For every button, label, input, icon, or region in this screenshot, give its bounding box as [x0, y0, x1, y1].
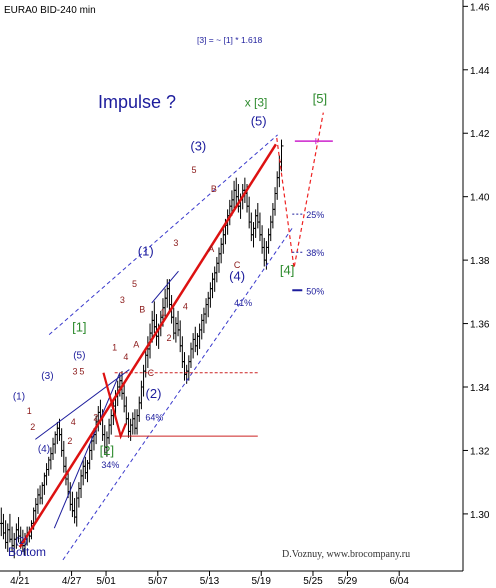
- wave-label: A: [133, 339, 139, 349]
- wave-label: 1: [27, 406, 32, 416]
- wave-label: (2): [15, 536, 27, 547]
- wave-label: 1: [112, 343, 117, 353]
- wave-label: A: [208, 244, 214, 254]
- fib-formula: [3] = ~ [1] * 1.618: [197, 35, 262, 45]
- y-tick-label: 1.36: [470, 320, 490, 331]
- candles: [0, 139, 284, 559]
- y-tick-label: 1.30: [470, 510, 490, 521]
- wave-label: 4: [183, 301, 188, 311]
- wave-channel-line: [53, 372, 121, 529]
- degree-label: [2]: [100, 443, 114, 458]
- fib-level-label: 38%: [306, 248, 324, 258]
- wave-label: B: [211, 184, 217, 194]
- fib-level-label: 50%: [306, 286, 324, 296]
- x-tick-label: 6/04: [389, 576, 409, 587]
- degree-label: [5]: [313, 91, 327, 106]
- wave-label: (3): [41, 371, 53, 382]
- degree-label: (5): [251, 113, 267, 128]
- x-tick-label: 5/29: [338, 576, 358, 587]
- y-tick-label: 1.44: [470, 66, 490, 77]
- wave-label: 2: [67, 436, 72, 446]
- wave-label: (5): [73, 350, 85, 361]
- degree-label: (3): [190, 139, 206, 154]
- degree-label: [1]: [72, 319, 86, 334]
- x-tick-label: 4/27: [62, 576, 82, 587]
- y-tick-label: 1.40: [470, 193, 490, 204]
- wave-label: C: [234, 260, 241, 270]
- wave-label: C: [148, 368, 155, 378]
- mid-channel-line: [151, 270, 179, 304]
- retracement-pct-label: 64%: [145, 412, 163, 422]
- wave-label: 4: [71, 417, 76, 427]
- trend-channel-line: [62, 226, 294, 561]
- y-tick-label: 1.32: [470, 446, 490, 457]
- retracement-pct-label: 34%: [101, 460, 119, 470]
- degree-label: x [3]: [245, 95, 268, 109]
- x-tick-label: 5/19: [252, 576, 272, 587]
- projection-path: [276, 112, 324, 269]
- degree-label: (4): [229, 269, 245, 284]
- wave-label: (4): [38, 444, 50, 455]
- x-tick-label: 5/25: [303, 576, 323, 587]
- chart-title: EURA0 BID-240 min: [4, 5, 96, 16]
- y-tick-label: 1.42: [470, 129, 490, 140]
- wave-label: 5: [79, 366, 84, 376]
- wave2-zigzag: [102, 372, 127, 440]
- wave-label: 3: [120, 295, 125, 305]
- wave-label: 5: [191, 165, 196, 175]
- wave-label: B: [139, 304, 145, 314]
- degree-label: (1): [138, 243, 154, 258]
- wave-channel-line: [35, 369, 130, 440]
- degree-label: [4]: [280, 262, 294, 277]
- wave-label: (1): [13, 392, 25, 403]
- y-tick-label: 1.38: [470, 256, 490, 267]
- y-tick-label: 1.46: [470, 2, 490, 13]
- wave-label: 2: [166, 333, 171, 343]
- wave-label: 4: [123, 352, 128, 362]
- x-tick-label: 4/21: [10, 576, 30, 587]
- wave-label: 2: [30, 422, 35, 432]
- x-tick-label: 5/13: [200, 576, 220, 587]
- wave-overlays: [18, 112, 333, 561]
- wave-label: 3: [173, 238, 178, 248]
- bottom-label: Bottom: [8, 545, 46, 559]
- fib-level-label: 25%: [306, 210, 324, 220]
- wave-label: 2: [93, 412, 98, 422]
- x-tick-label: 5/07: [148, 576, 168, 587]
- degree-label: (2): [146, 386, 162, 401]
- impulse-question: Impulse ?: [98, 92, 176, 112]
- wave-label: 1: [160, 308, 165, 318]
- retracement-pct-label: 41%: [234, 298, 252, 308]
- credit-text: D.Voznuy, www.brocompany.ru: [282, 549, 410, 560]
- wave-labels: 25%38%50%(1)(2)(3)(4)(5)123 54221345ABC12…: [13, 91, 327, 547]
- trend-channel-line: [48, 134, 278, 336]
- wave-label: 5: [132, 279, 137, 289]
- main-trend-line: [18, 143, 277, 548]
- x-tick-label: 5/01: [96, 576, 116, 587]
- y-tick-label: 1.34: [470, 383, 490, 394]
- wave-label: 3: [73, 366, 78, 376]
